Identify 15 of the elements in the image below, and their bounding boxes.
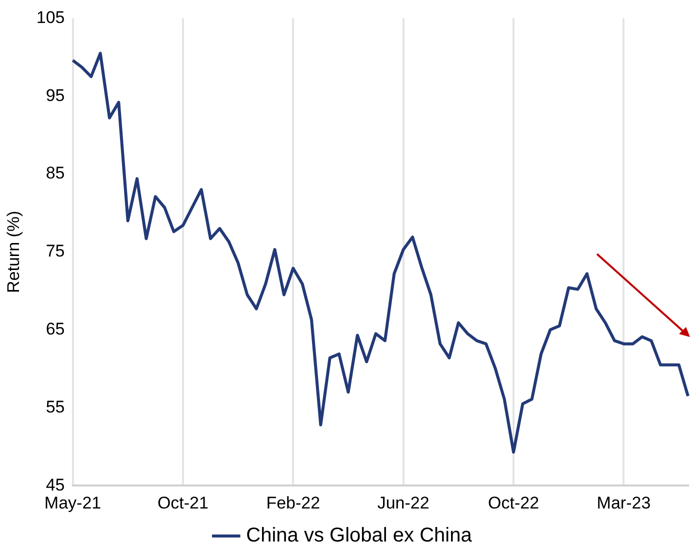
- x-tick-label: Oct-21: [157, 493, 208, 512]
- y-tick-label: 45: [46, 475, 65, 494]
- y-tick-label: 75: [46, 242, 65, 261]
- y-axis-title: Return (%): [4, 210, 23, 293]
- y-tick-label: 105: [36, 8, 65, 27]
- x-tick-label: Mar-23: [596, 493, 651, 512]
- x-tick-label: Jun-22: [377, 493, 430, 512]
- legend-label: China vs Global ex China: [246, 524, 473, 547]
- y-tick-label: 65: [46, 319, 65, 338]
- x-tick-label: Oct-22: [488, 493, 540, 512]
- y-tick-label: 85: [46, 164, 65, 183]
- y-tick-label: 95: [46, 86, 65, 105]
- x-tick-label: Feb-22: [266, 493, 320, 512]
- y-tick-label: 55: [46, 397, 65, 416]
- x-tick-label: May-21: [44, 493, 102, 512]
